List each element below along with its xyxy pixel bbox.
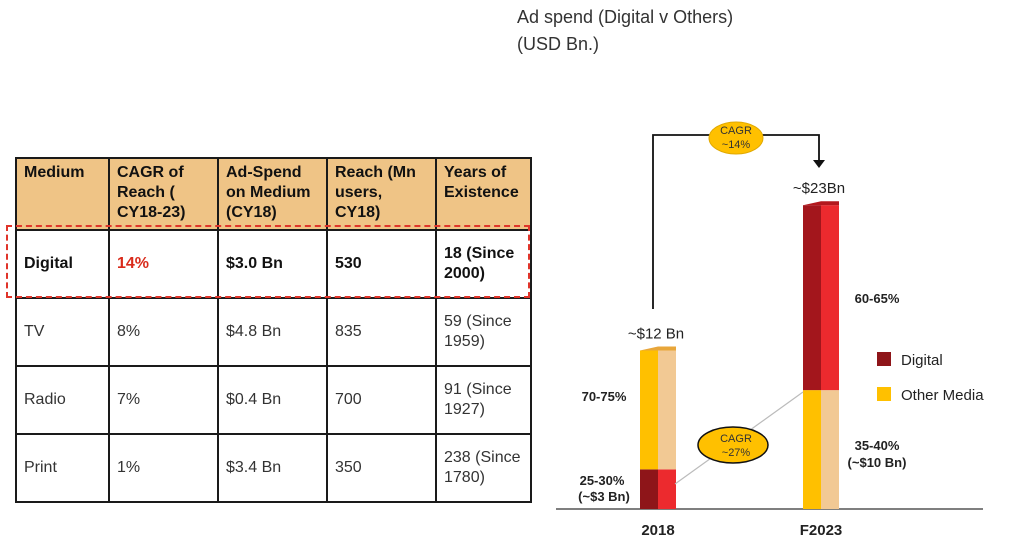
segment-label-2018-digital-value: (~$3 Bn) <box>578 489 630 504</box>
header-cagr: CAGR of Reach ( CY18-23) <box>108 157 219 231</box>
cagr-digital-badge <box>697 426 769 464</box>
cagr-digital-badge-value: ~27% <box>722 447 751 459</box>
header-adspend: Ad-Spend on Medium (CY18) <box>217 157 328 231</box>
cell-adspend: $0.4 Bn <box>217 365 328 435</box>
cell-medium: Digital <box>15 229 110 299</box>
legend-label-other-media: Other Media <box>901 387 984 404</box>
cell-cagr: 7% <box>108 365 219 435</box>
cell-reach: 835 <box>326 297 437 367</box>
cell-reach: 350 <box>326 433 437 503</box>
cell-medium: TV <box>15 297 110 367</box>
cell-adspend: $3.0 Bn <box>217 229 328 299</box>
cagr-total-arrow <box>813 160 825 168</box>
table-row: Print 1% $3.4 Bn 350 238 (Since 1780) <box>15 433 532 503</box>
table-row: Digital 14% $3.0 Bn 530 18 (Since 2000) <box>15 229 532 299</box>
bar-digital-2018-side <box>658 469 676 509</box>
cagr-digital-badge-label: CAGR <box>720 433 752 445</box>
header-medium: Medium <box>15 157 110 231</box>
bar-other-F2023-side <box>821 390 839 509</box>
total-label-F2023: ~$23Bn <box>793 180 845 197</box>
bar-digital-F2023-side <box>821 205 839 391</box>
segment-label-2023-digital: 60-65% <box>855 291 900 306</box>
x-tick-label-F2023: F2023 <box>800 522 843 539</box>
x-tick-label-2018: 2018 <box>641 522 674 539</box>
table-row: Radio 7% $0.4 Bn 700 91 (Since 1927) <box>15 365 532 435</box>
cell-cagr: 8% <box>108 297 219 367</box>
chart-title-line-2: (USD Bn.) <box>517 34 600 54</box>
bar-cap-F2023 <box>803 201 839 206</box>
cell-medium: Print <box>15 433 110 503</box>
cell-cagr: 1% <box>108 433 219 503</box>
cell-adspend: $3.4 Bn <box>217 433 328 503</box>
total-label-2018: ~$12 Bn <box>628 326 684 343</box>
chart-title-line-1: Ad spend (Digital v Others) <box>517 7 734 27</box>
legend-label-digital: Digital <box>901 352 943 369</box>
header-reach: Reach (Mn users, CY18) <box>326 157 437 231</box>
cagr-total-connector <box>652 134 820 309</box>
cagr-total-badge-label: CAGR <box>720 125 752 137</box>
table-header-row: Medium CAGR of Reach ( CY18-23) Ad-Spend… <box>15 157 532 231</box>
cell-years: 59 (Since 1959) <box>435 297 532 367</box>
cagr-total-badge-value: ~14% <box>722 139 751 151</box>
media-comparison-table: Medium CAGR of Reach ( CY18-23) Ad-Spend… <box>15 157 532 503</box>
table-row: TV 8% $4.8 Bn 835 59 (Since 1959) <box>15 297 532 367</box>
cell-medium: Radio <box>15 365 110 435</box>
cell-years: 91 (Since 1927) <box>435 365 532 435</box>
segment-label-2018-digital: 25-30% <box>580 473 625 488</box>
segment-label-2023-other: 35-40% <box>855 438 900 453</box>
cell-cagr: 14% <box>108 229 219 299</box>
bar-cap-2018 <box>640 346 676 351</box>
ad-spend-bar-chart: 2018 ~$12 Bn F2023 ~$23Bn 70-75% 25-30%(~$3 B… <box>556 121 984 539</box>
cell-years: 238 (Since 1780) <box>435 433 532 503</box>
bar-other-2018-front <box>640 350 658 470</box>
legend-swatch-other-media <box>877 387 891 401</box>
header-years: Years of Existence <box>435 157 532 231</box>
bar-other-2018-side <box>658 350 676 470</box>
legend-swatch-digital <box>877 352 891 366</box>
segment-label-2018-other: 70-75% <box>582 389 627 404</box>
bar-digital-2018-front <box>640 469 658 509</box>
bar-other-F2023-front <box>803 390 821 509</box>
cell-adspend: $4.8 Bn <box>217 297 328 367</box>
cell-reach: 530 <box>326 229 437 299</box>
cell-reach: 700 <box>326 365 437 435</box>
cell-years: 18 (Since 2000) <box>435 229 532 299</box>
segment-label-2023-other-value: (~$10 Bn) <box>848 455 907 470</box>
bar-digital-F2023-front <box>803 205 821 391</box>
chart-title: Ad spend (Digital v Others) (USD Bn.) <box>517 4 733 58</box>
cagr-total-badge <box>708 121 764 155</box>
